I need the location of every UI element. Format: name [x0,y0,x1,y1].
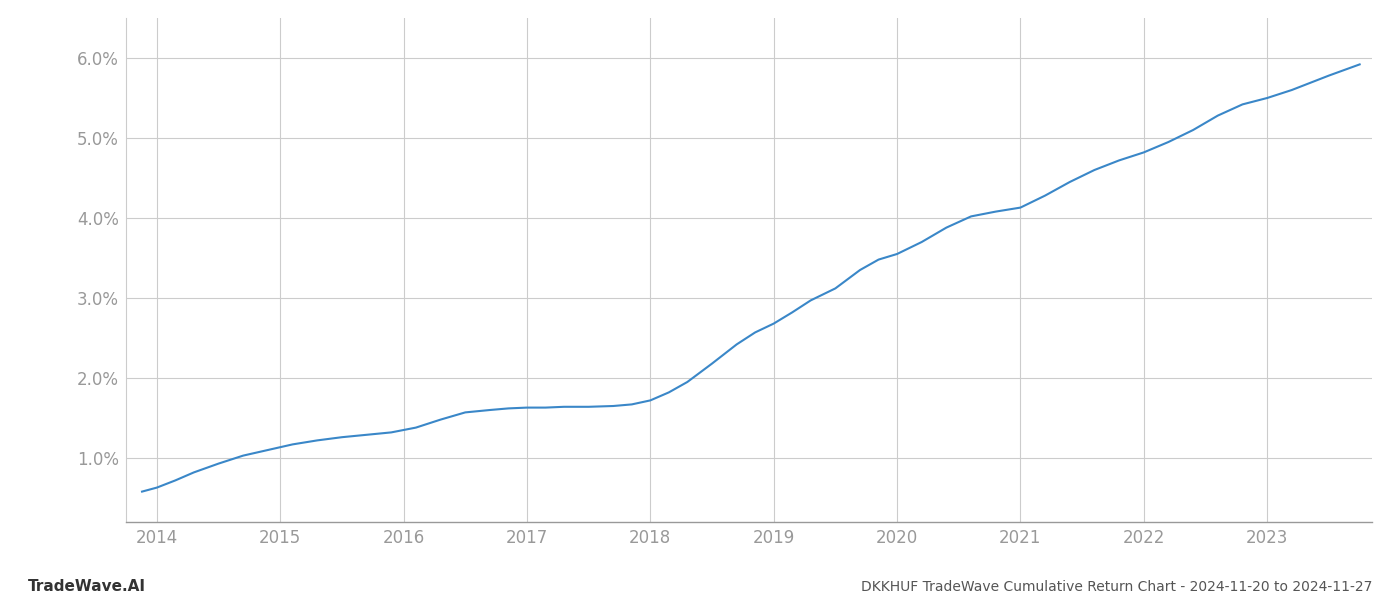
Text: DKKHUF TradeWave Cumulative Return Chart - 2024-11-20 to 2024-11-27: DKKHUF TradeWave Cumulative Return Chart… [861,580,1372,594]
Text: TradeWave.AI: TradeWave.AI [28,579,146,594]
